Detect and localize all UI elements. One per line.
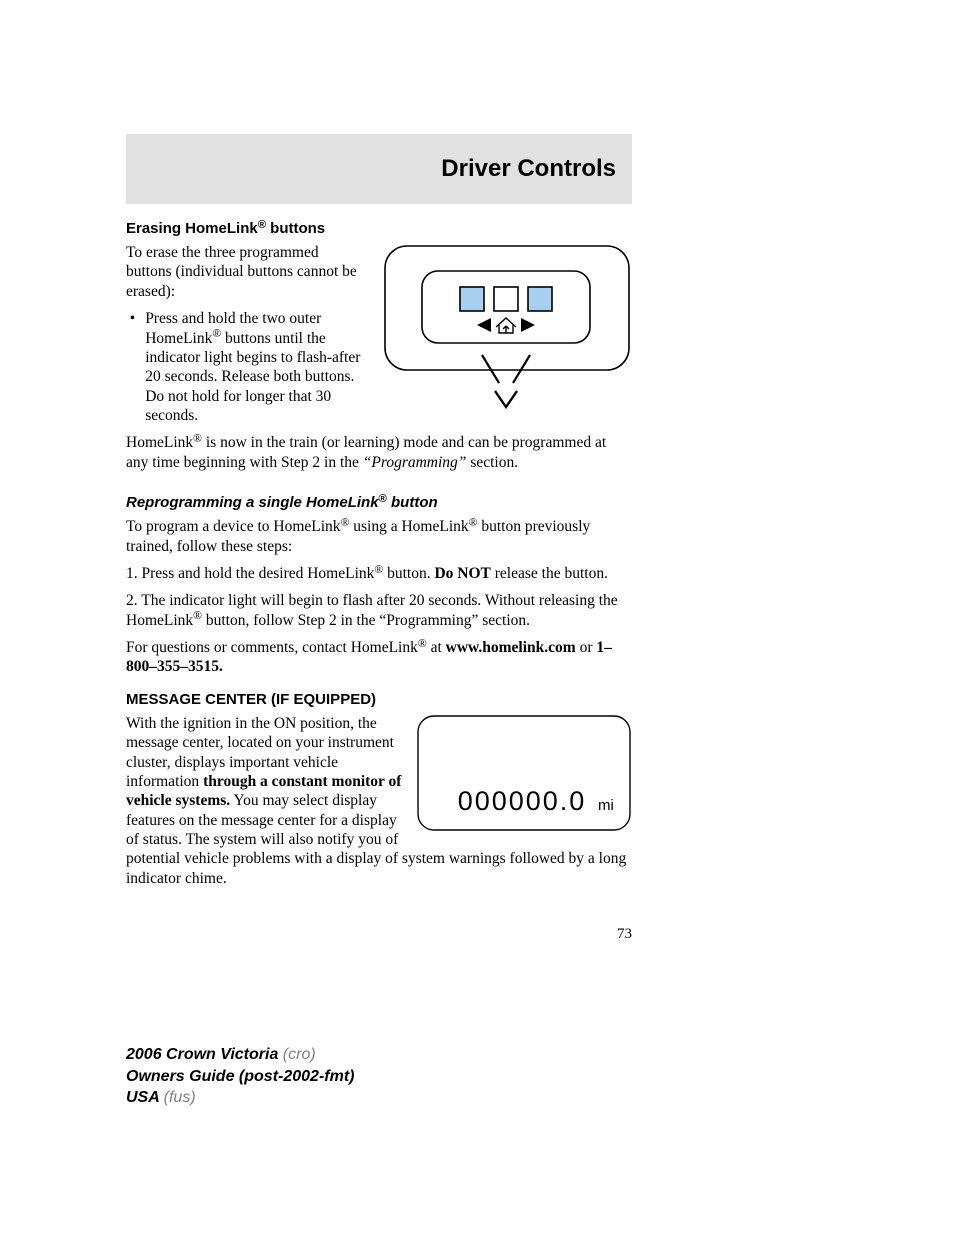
heading-message-center: MESSAGE CENTER (IF EQUIPPED)	[126, 691, 632, 708]
footer-line-2: Owners Guide (post-2002-fmt)	[126, 1066, 354, 1088]
heading-reprogram: Reprogramming a single HomeLink® button	[126, 494, 632, 511]
erasing-followup: HomeLink® is now in the train (or learni…	[126, 433, 632, 472]
page-number: 73	[617, 926, 632, 943]
list-item: Press and hold the two outer HomeLink® b…	[145, 309, 632, 425]
footer-line-1: 2006 Crown Victoria (cro)	[126, 1044, 354, 1066]
erasing-bullets: Press and hold the two outer HomeLink® b…	[126, 309, 632, 425]
reprogram-p4: For questions or comments, contact HomeL…	[126, 638, 632, 677]
lcd-reading: 000000.0	[458, 786, 587, 816]
footer-line-3: USA (fus)	[126, 1087, 354, 1109]
reprogram-p2: 1. Press and hold the desired HomeLink® …	[126, 564, 632, 583]
footer-block: 2006 Crown Victoria (cro) Owners Guide (…	[126, 1044, 354, 1109]
content-column: Erasing HomeLink® buttons	[126, 220, 632, 896]
figure-lcd-display: 000000.0 mi	[416, 714, 632, 834]
page-title: Driver Controls	[441, 155, 616, 183]
reprogram-p3: 2. The indicator light will begin to fla…	[126, 591, 632, 630]
heading-erasing: Erasing HomeLink® buttons	[126, 220, 632, 237]
reprogram-p1: To program a device to HomeLink® using a…	[126, 517, 632, 556]
section-header-band: Driver Controls	[126, 134, 632, 204]
lcd-unit: mi	[598, 797, 614, 814]
